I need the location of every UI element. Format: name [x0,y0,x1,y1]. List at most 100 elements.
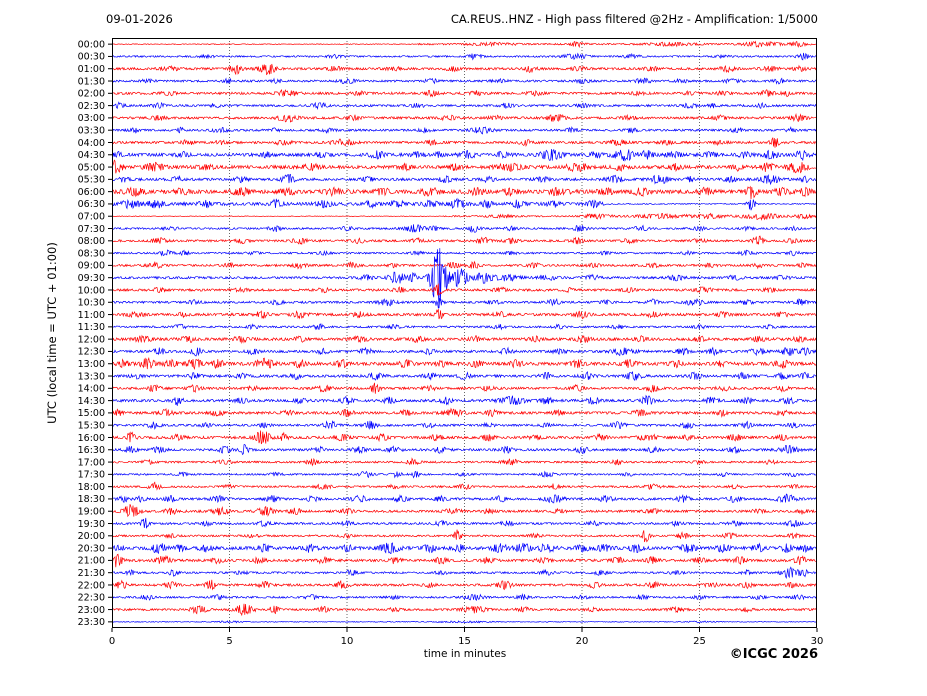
trace-06:00 [112,185,817,200]
chart-title: CA.REUS..HNZ - High pass filtered @2Hz -… [450,12,818,26]
y-tick-label-17:00: 17:00 [78,457,105,468]
trace-15:30 [112,420,817,430]
y-tick-label-06:30: 06:30 [78,199,105,210]
y-tick-label-15:30: 15:30 [78,420,105,431]
trace-10:00 [112,283,817,296]
trace-14:30 [112,394,817,406]
y-tick-label-16:30: 16:30 [78,445,105,456]
y-axis-label: UTC (local time = UTC + 01:00) [45,242,59,424]
y-tick-label-05:00: 05:00 [78,162,105,173]
trace-07:30 [112,224,817,234]
trace-01:30 [112,77,817,85]
trace-18:30 [112,493,817,504]
y-tick-label-20:30: 20:30 [78,543,105,554]
trace-19:30 [112,517,817,529]
date-label: 09-01-2026 [106,12,173,26]
trace-13:00 [112,357,817,370]
y-tick-label-20:00: 20:00 [78,531,105,542]
y-tick-label-07:00: 07:00 [78,212,105,223]
trace-01:00 [112,63,817,76]
trace-21:30 [112,566,817,579]
y-tick-label-09:00: 09:00 [78,261,105,272]
x-tick-label-30: 30 [811,636,824,647]
trace-17:00 [112,457,817,467]
trace-04:00 [112,136,817,148]
trace-05:00 [112,159,817,174]
x-tick-label-0: 0 [109,636,115,647]
y-tick-label-08:00: 08:00 [78,236,105,247]
y-tick-label-14:30: 14:30 [78,396,105,407]
y-tick-label-15:00: 15:00 [78,408,105,419]
y-tick-label-19:30: 19:30 [78,519,105,530]
y-tick-label-11:30: 11:30 [78,322,105,333]
trace-02:30 [112,101,817,110]
trace-04:30 [112,148,817,162]
trace-17:30 [112,470,817,479]
trace-00:00 [112,40,817,48]
x-tick-label-15: 15 [458,636,471,647]
y-tick-label-10:30: 10:30 [78,298,105,309]
y-tick-label-21:00: 21:00 [78,556,105,567]
trace-21:00 [112,553,817,568]
y-tick-label-05:30: 05:30 [78,175,105,186]
y-tick-label-14:00: 14:00 [78,384,105,395]
x-tick-label-25: 25 [693,636,706,647]
y-tick-label-00:00: 00:00 [78,39,105,50]
trace-00:30 [112,52,817,61]
trace-23:00 [112,603,817,617]
y-tick-label-02:30: 02:30 [78,101,105,112]
trace-06:30 [112,197,817,211]
y-tick-label-11:00: 11:00 [78,310,105,321]
y-tick-label-07:30: 07:30 [78,224,105,235]
trace-08:00 [112,235,817,246]
y-tick-label-22:00: 22:00 [78,580,105,591]
y-tick-label-16:00: 16:00 [78,433,105,444]
trace-22:00 [112,579,817,591]
y-tick-label-13:00: 13:00 [78,359,105,370]
y-tick-label-18:00: 18:00 [78,482,105,493]
trace-14:00 [112,382,817,394]
x-tick-label-10: 10 [341,636,354,647]
copyright-label: ©ICGC 2026 [729,647,818,662]
trace-11:00 [112,309,817,320]
trace-05:30 [112,173,817,186]
y-tick-label-03:30: 03:30 [78,125,105,136]
y-tick-label-12:30: 12:30 [78,347,105,358]
trace-09:00 [112,260,817,270]
trace-07:00 [112,212,817,221]
trace-18:00 [112,481,817,491]
trace-02:00 [112,89,817,98]
trace-16:00 [112,430,817,445]
y-tick-label-17:30: 17:30 [78,470,105,481]
y-tick-label-09:30: 09:30 [78,273,105,284]
trace-10:30 [112,297,817,309]
plot-border [112,38,817,628]
trace-08:30 [112,249,817,257]
y-tick-label-04:00: 04:00 [78,138,105,149]
y-tick-label-18:30: 18:30 [78,494,105,505]
y-tick-label-23:00: 23:00 [78,605,105,616]
trace-22:30 [112,593,817,601]
trace-20:30 [112,542,817,555]
y-tick-label-08:30: 08:30 [78,248,105,259]
trace-13:30 [112,371,817,382]
y-tick-label-01:30: 01:30 [78,76,105,87]
y-tick-label-12:00: 12:00 [78,334,105,345]
x-tick-label-20: 20 [576,636,589,647]
trace-09:30 [112,248,817,308]
trace-03:00 [112,113,817,123]
trace-23:30 [112,620,817,624]
y-tick-label-21:30: 21:30 [78,568,105,579]
trace-11:30 [112,323,817,331]
trace-15:00 [112,407,817,418]
y-tick-label-13:30: 13:30 [78,371,105,382]
y-tick-label-03:00: 03:00 [78,113,105,124]
x-tick-label-5: 5 [226,636,232,647]
trace-16:30 [112,444,817,456]
trace-03:30 [112,126,817,135]
y-tick-label-04:30: 04:30 [78,150,105,161]
y-tick-label-00:30: 00:30 [78,52,105,63]
y-tick-label-01:00: 01:00 [78,64,105,75]
